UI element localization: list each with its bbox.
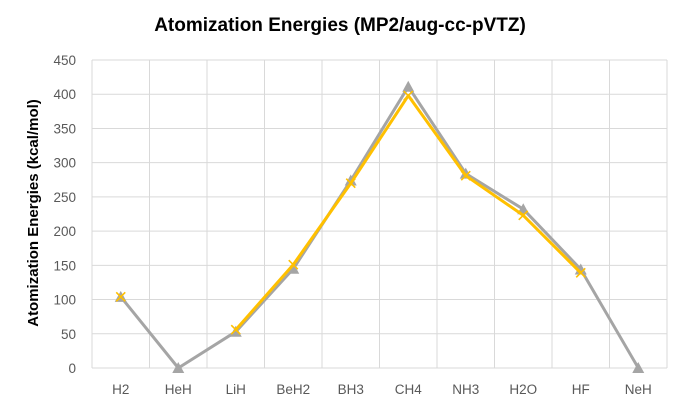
- series-1-point: [345, 178, 356, 189]
- y-tick-label: 250: [53, 190, 76, 205]
- series-0-point: [344, 174, 357, 186]
- y-tick-label: 450: [53, 53, 76, 68]
- x-tick-label: NH3: [452, 382, 479, 397]
- y-tick-label: 300: [53, 156, 76, 171]
- series-1-point: [575, 267, 586, 278]
- series-1-point: [518, 210, 529, 221]
- series-1-point: [288, 259, 299, 270]
- y-tick-label: 400: [53, 87, 76, 102]
- series-0-point: [172, 362, 185, 373]
- x-tick-label: BeH2: [276, 382, 310, 397]
- x-tick-label: CH4: [395, 382, 422, 397]
- x-tick-label: H2O: [509, 382, 537, 397]
- x-tick-label: HF: [572, 382, 590, 397]
- plot-area: 0 50 100 150 200 250 300 350 400 450 H2 HeH LiH BeH2 B…: [53, 53, 668, 397]
- y-tick-label: 0: [68, 361, 76, 376]
- y-tick-label: 50: [61, 327, 76, 342]
- y-axis-label: Atomization Energies (kcal/mol): [25, 99, 42, 327]
- y-tick-label: 150: [53, 258, 76, 273]
- x-tick-label: HeH: [165, 382, 192, 397]
- x-tick-label: NeH: [625, 382, 652, 397]
- series-0-point: [287, 262, 300, 274]
- y-tick-label: 200: [53, 224, 76, 239]
- x-tick-label: LiH: [226, 382, 246, 397]
- x-tick-label: BH3: [338, 382, 364, 397]
- series-1-line: [234, 94, 582, 331]
- series-0-point: [229, 325, 242, 337]
- series-1-point: [115, 291, 126, 302]
- series-0-point: [632, 362, 645, 373]
- x-tick-label: H2: [112, 382, 129, 397]
- series-0-point: [402, 80, 415, 92]
- y-tick-label: 350: [53, 121, 76, 136]
- series-1-point: [230, 324, 241, 335]
- chart-title: Atomization Energies (MP2/aug-cc-pVTZ): [154, 15, 526, 36]
- series-1-point: [460, 170, 471, 181]
- series-1-point: [403, 90, 414, 101]
- y-tick-label: 100: [53, 293, 76, 308]
- series-0-line: [119, 85, 640, 370]
